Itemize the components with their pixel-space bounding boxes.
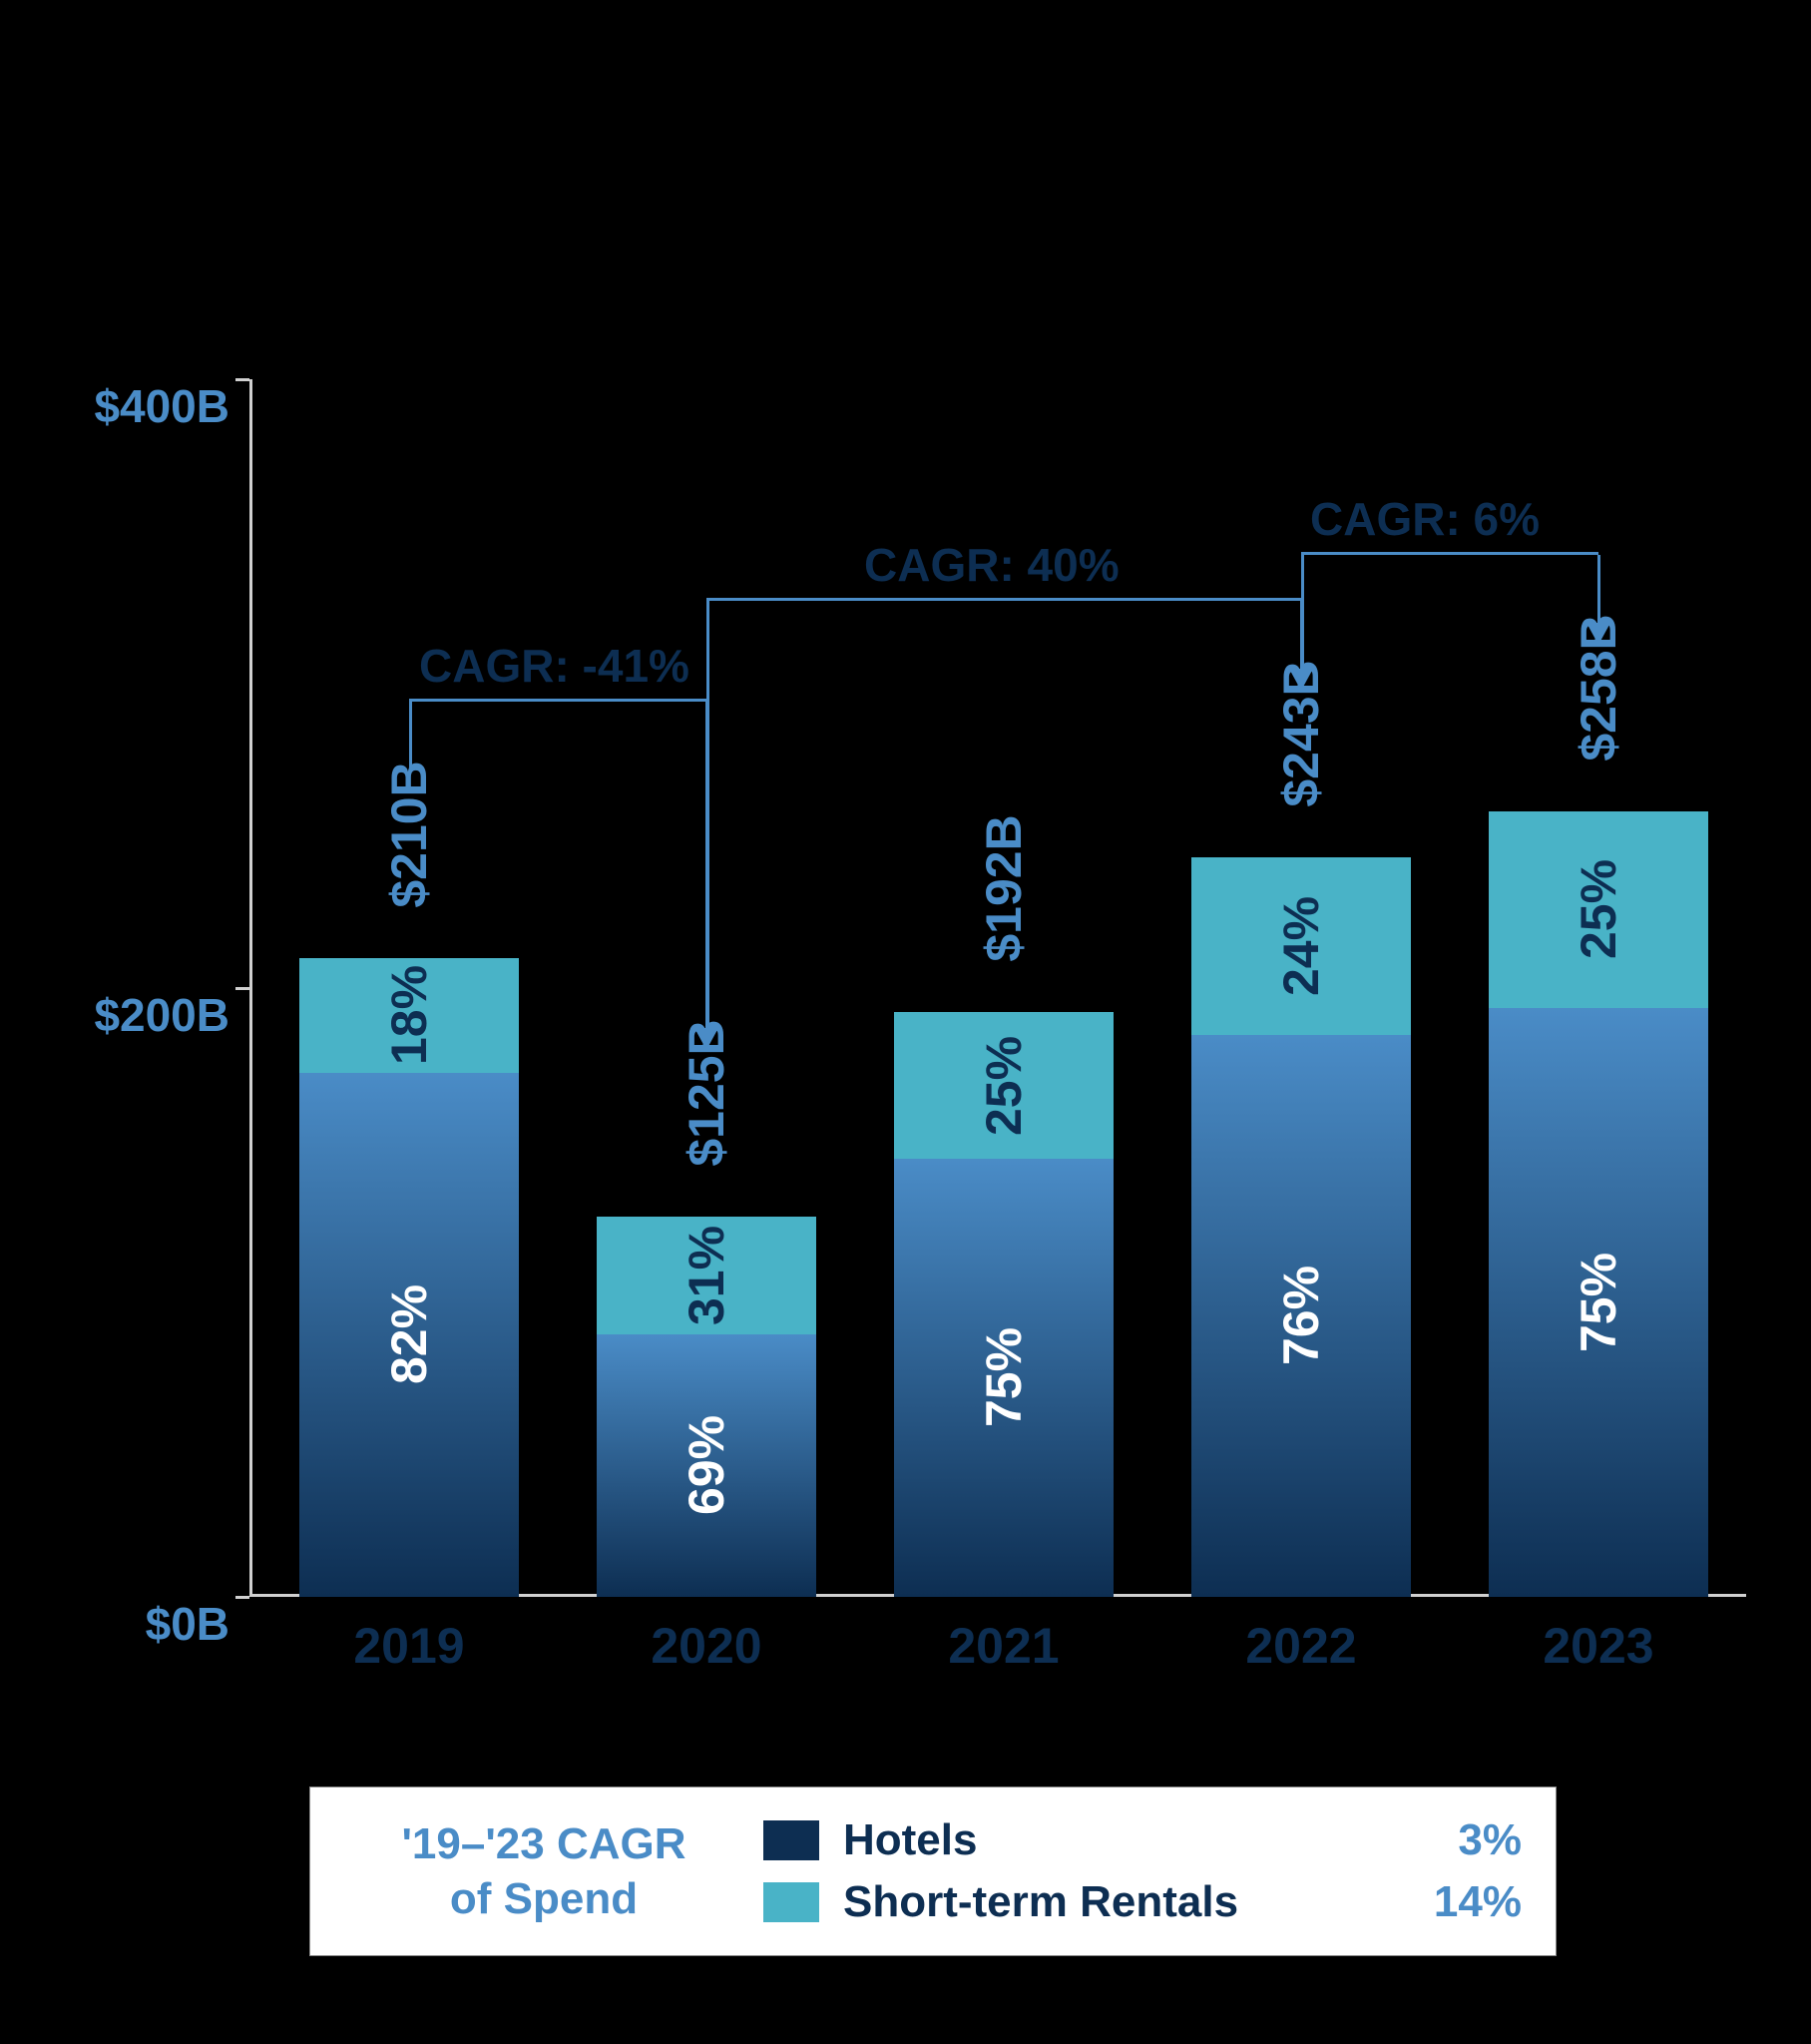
- x-category-label: 2021: [894, 1617, 1114, 1675]
- cagr-label: CAGR: 6%: [1310, 492, 1540, 546]
- bar-segment-str: 25%: [894, 1012, 1114, 1158]
- cagr-label: CAGR: -41%: [419, 639, 689, 693]
- cagr-bracket-arrow-line: [1597, 555, 1600, 625]
- y-tick-mark: [235, 987, 249, 990]
- y-tick-mark: [235, 1596, 249, 1599]
- bar-segment-str: 31%: [597, 1217, 816, 1334]
- legend-swatch-str: [763, 1882, 819, 1922]
- bar-segment-str: 25%: [1489, 811, 1708, 1008]
- bar-segment-str: 18%: [299, 958, 519, 1073]
- legend-value-hotels: 3%: [1402, 1815, 1522, 1865]
- bar-segment-hotels-label: 76%: [1272, 1266, 1330, 1365]
- bar-2019: 82%18%$210B: [299, 958, 519, 1598]
- bar-segment-str-label: 31%: [678, 1226, 735, 1325]
- bar-2023: 75%25%$258B: [1489, 811, 1708, 1597]
- bar-segment-hotels-label: 82%: [380, 1284, 438, 1384]
- bar-segment-hotels: 82%: [299, 1073, 519, 1597]
- cagr-label: CAGR: 40%: [864, 538, 1120, 592]
- cagr-bracket: [409, 699, 706, 702]
- bar-segment-hotels-label: 75%: [1570, 1253, 1627, 1352]
- bar-segment-str-label: 24%: [1272, 896, 1330, 996]
- cagr-bracket-stub: [409, 702, 412, 771]
- y-tick-mark: [235, 378, 249, 381]
- bar-2022: 76%24%$243B: [1191, 857, 1411, 1597]
- legend-box: '19–'23 CAGRof Spend Hotels 3% Short-ter…: [309, 1787, 1557, 1956]
- x-category-label: 2020: [597, 1617, 816, 1675]
- bar-total-label: $210B: [380, 761, 438, 907]
- bar-segment-str: 24%: [1191, 857, 1411, 1035]
- cagr-bracket: [706, 598, 1301, 601]
- bar-segment-str-label: 18%: [380, 965, 438, 1065]
- legend-swatch-hotels: [763, 1820, 819, 1860]
- bar-segment-hotels: 75%: [894, 1159, 1114, 1597]
- bar-segment-hotels: 69%: [597, 1334, 816, 1597]
- bar-segment-hotels: 76%: [1191, 1035, 1411, 1597]
- legend-value-str: 14%: [1402, 1877, 1522, 1927]
- cagr-arrowhead-icon: [694, 1028, 718, 1050]
- bar-segment-hotels-label: 69%: [678, 1415, 735, 1515]
- bar-segment-hotels-label: 75%: [975, 1327, 1033, 1427]
- cagr-bracket: [1301, 552, 1598, 555]
- bar-segment-str-label: 25%: [975, 1036, 1033, 1136]
- x-category-label: 2023: [1489, 1617, 1708, 1675]
- cagr-arrowhead-icon: [1289, 669, 1313, 691]
- x-category-label: 2019: [299, 1617, 519, 1675]
- legend-name-str: Short-term Rentals: [843, 1877, 1382, 1927]
- x-category-label: 2022: [1191, 1617, 1411, 1675]
- legend-name-hotels: Hotels: [843, 1815, 1382, 1865]
- bar-2021: 75%25%$192B: [894, 1012, 1114, 1597]
- bar-segment-hotels: 75%: [1489, 1008, 1708, 1597]
- y-axis: [249, 379, 252, 1597]
- cagr-bracket-stub: [706, 601, 709, 1030]
- chart-plot-area: $0B$200B$400B82%18%$210B201969%31%$125B2…: [249, 379, 1746, 1597]
- legend-title: '19–'23 CAGRof Spend: [344, 1816, 743, 1926]
- cagr-bracket-stub: [1301, 555, 1304, 671]
- bar-segment-str-label: 25%: [1570, 859, 1627, 959]
- cagr-arrowhead-icon: [1586, 623, 1610, 645]
- bar-2020: 69%31%$125B: [597, 1217, 816, 1597]
- bar-total-label: $192B: [975, 815, 1033, 962]
